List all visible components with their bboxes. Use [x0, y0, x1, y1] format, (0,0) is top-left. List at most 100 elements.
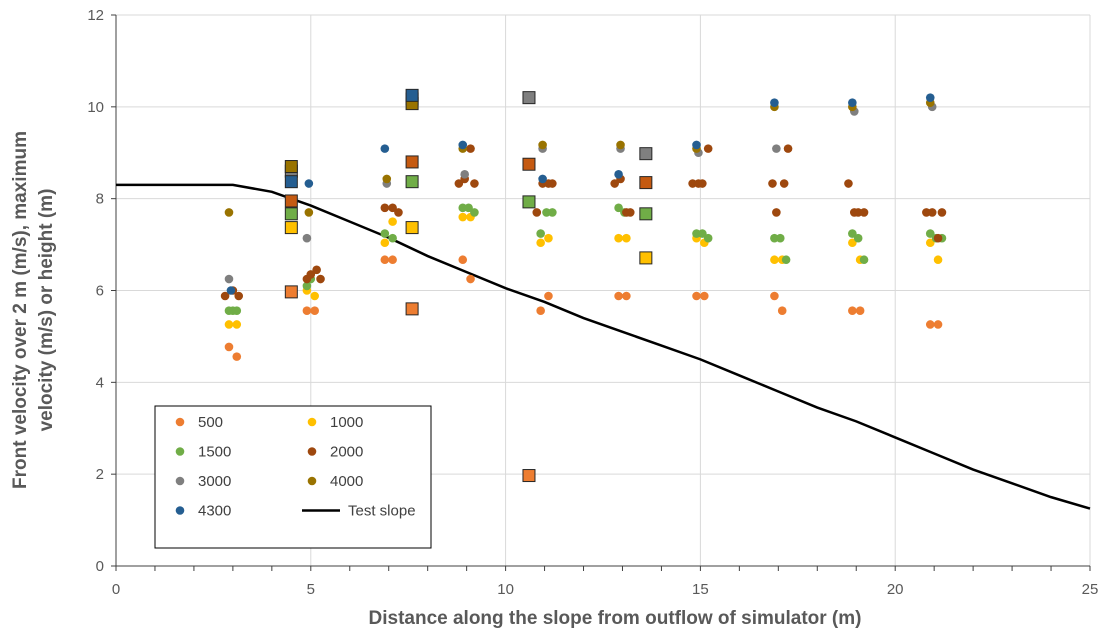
square-marker [522, 91, 536, 105]
square-marker [405, 221, 419, 235]
data-point-500 [310, 306, 319, 316]
data-point-500 [544, 291, 553, 301]
y-tick-label: 12 [87, 7, 104, 24]
data-point-4300 [614, 170, 623, 179]
data-point-1500 [614, 203, 623, 213]
data-point-4300 [925, 93, 935, 102]
data-point-500 [466, 274, 475, 284]
data-point-2000 [927, 208, 937, 217]
data-point-2000 [768, 179, 777, 188]
square-marker [639, 251, 653, 265]
data-point-4300 [226, 286, 236, 295]
y-tick-labels: 0 2 4 6 8 10 12 [87, 7, 104, 575]
data-point-1500 [464, 203, 473, 213]
data-point-1000 [380, 238, 390, 248]
data-points [220, 93, 947, 361]
data-point-1000 [388, 217, 397, 226]
data-point-1000 [933, 255, 943, 265]
data-point-2000 [454, 179, 464, 188]
legend-label: 1500 [198, 444, 231, 461]
legend-swatch-marker [307, 417, 317, 427]
data-point-2000 [388, 203, 397, 213]
data-point-500 [302, 306, 312, 316]
test-slope-layer [116, 183, 1091, 510]
data-point-500 [388, 255, 397, 265]
data-point-2000 [703, 144, 713, 153]
data-point-2000 [698, 179, 707, 188]
data-point-2000 [625, 208, 635, 217]
y-tick-label: 4 [96, 374, 104, 391]
data-point-4300 [380, 144, 390, 153]
data-point-500 [622, 291, 631, 301]
data-point-2000 [380, 203, 390, 213]
y-tick-label: 8 [96, 191, 104, 208]
y-axis-title-line-2: velocity (m/s) or height (m) [36, 189, 57, 432]
data-point-2000 [610, 179, 619, 188]
x-tick-label: 15 [692, 581, 709, 598]
y-tick-label: 6 [96, 283, 104, 300]
data-point-2000 [312, 265, 321, 275]
data-point-4000 [382, 174, 392, 184]
test-slope-line [116, 183, 1091, 510]
data-point-4300 [692, 140, 701, 150]
square-marker [405, 155, 419, 169]
legend-swatch-marker [307, 476, 317, 486]
data-point-2000 [234, 291, 244, 301]
data-point-2000 [779, 179, 789, 188]
data-point-1000 [536, 238, 545, 248]
square-marker [522, 469, 536, 483]
data-point-4000 [616, 140, 625, 150]
data-point-1500 [781, 255, 791, 265]
square-marker [522, 195, 536, 209]
data-point-1500 [703, 233, 713, 243]
square-marker [284, 160, 298, 174]
x-axis-title: Distance along the slope from outflow of… [369, 608, 862, 629]
data-point-1000 [925, 238, 935, 248]
data-point-4300 [304, 179, 314, 188]
legend-label: 3000 [198, 473, 231, 490]
data-point-500 [232, 352, 242, 361]
data-point-1500 [470, 208, 479, 217]
square-marker [522, 157, 536, 171]
data-point-3000 [460, 170, 469, 179]
legend-label: Test slope [348, 503, 416, 520]
data-point-500 [380, 255, 390, 265]
data-point-500 [777, 306, 787, 316]
data-point-1500 [859, 255, 869, 265]
data-point-4000 [304, 208, 314, 217]
data-point-2000 [859, 208, 869, 217]
data-point-1000 [848, 238, 857, 248]
data-point-4000 [224, 208, 234, 217]
legend-swatch-marker [175, 506, 185, 515]
square-marker [639, 176, 653, 190]
data-point-2000 [532, 208, 542, 217]
square-marker [284, 207, 298, 221]
square-marker [405, 175, 419, 189]
data-point-1500 [536, 229, 545, 238]
legend-swatch-marker [307, 447, 317, 456]
square-marker [405, 88, 419, 102]
data-point-500 [925, 320, 935, 329]
y-axis-title-line-1: Front velocity over 2 m (m/s), maximum [10, 131, 31, 489]
data-point-500 [770, 291, 779, 301]
square-markers [284, 88, 653, 483]
data-point-1000 [544, 233, 553, 243]
square-marker [284, 285, 298, 299]
data-point-2000 [466, 144, 475, 153]
y-axis-title: Front velocity over 2 m (m/s), maximum v… [10, 131, 57, 489]
x-tick-labels: 0 5 10 15 20 25 [112, 581, 1099, 598]
data-point-1000 [614, 233, 623, 243]
data-point-1500 [232, 306, 242, 316]
legend-label: 2000 [330, 444, 363, 461]
data-point-4300 [770, 98, 779, 108]
data-point-1000 [622, 233, 631, 243]
data-point-2000 [306, 270, 316, 279]
data-point-1500 [853, 233, 863, 243]
data-point-3000 [772, 144, 781, 153]
data-point-500 [536, 306, 545, 316]
data-point-2000 [937, 208, 947, 217]
data-point-500 [614, 291, 623, 301]
legend-label: 500 [198, 414, 223, 431]
data-point-2000 [933, 233, 943, 243]
data-point-500 [933, 320, 943, 329]
